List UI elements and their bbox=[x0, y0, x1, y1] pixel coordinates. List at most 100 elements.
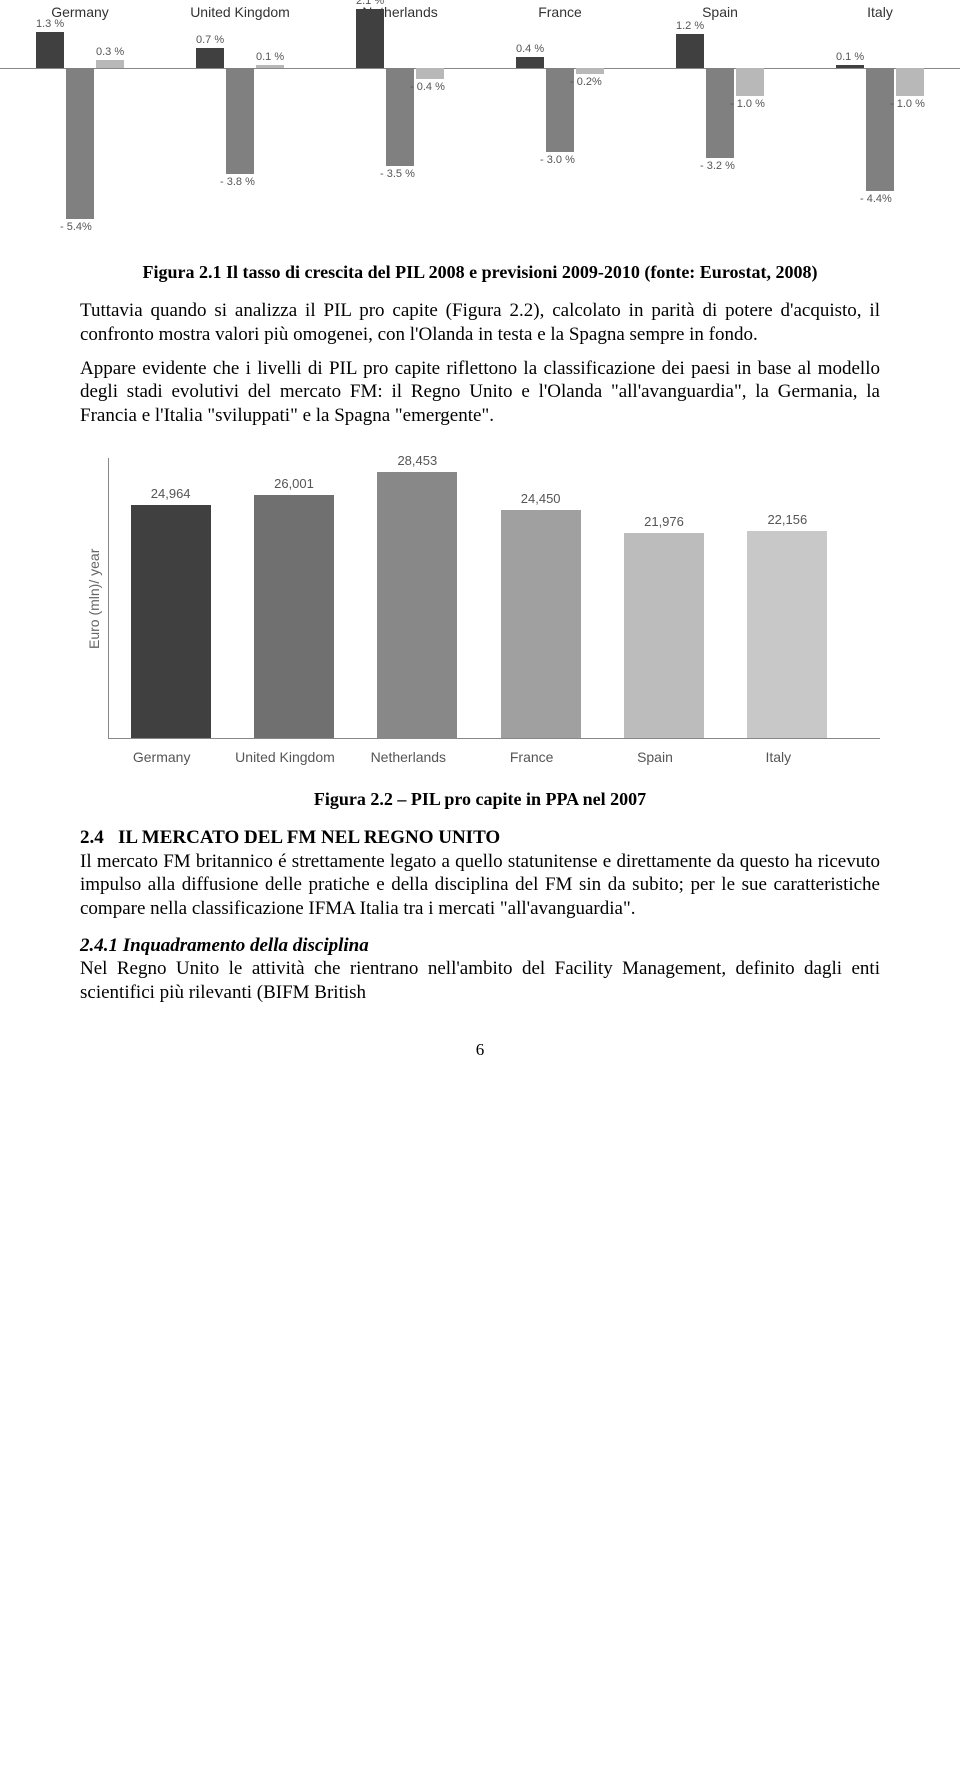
chart1-bar-label: 1.3 % bbox=[36, 18, 64, 30]
chart1-bar bbox=[706, 68, 734, 158]
chart1-bar-label: - 5.4% bbox=[60, 221, 92, 233]
chart1-country-header: Italy bbox=[800, 4, 960, 20]
chart1-bar bbox=[576, 68, 604, 74]
chart1-group: 0.4 %- 3.0 %- 0.2% bbox=[480, 28, 640, 238]
chart1-bar-label: 2.1 % bbox=[356, 0, 384, 7]
chart1-country-header: Spain bbox=[640, 4, 800, 20]
chart1-bar-label: 1.2 % bbox=[676, 20, 704, 32]
chart1-country-header: Germany bbox=[0, 4, 160, 20]
chart1-bar bbox=[96, 60, 124, 68]
chart1-bar-label: 0.7 % bbox=[196, 34, 224, 46]
chart2-bar bbox=[254, 495, 334, 738]
chart1-bar bbox=[866, 68, 894, 191]
chart1-bar bbox=[416, 68, 444, 79]
paragraph-4: Nel Regno Unito le attività che rientran… bbox=[80, 957, 880, 1005]
chart1-bar bbox=[66, 68, 94, 219]
chart1-bar-wrap: - 4.4% bbox=[866, 28, 894, 238]
chart1-bar-wrap: - 1.0 % bbox=[736, 28, 764, 238]
chart1-bar bbox=[836, 65, 864, 68]
chart1-bar bbox=[676, 34, 704, 68]
chart1-bar-wrap: - 3.2 % bbox=[706, 28, 734, 238]
chart1-country-header: France bbox=[480, 4, 640, 20]
chart1-bar-wrap: 0.1 % bbox=[256, 28, 284, 238]
chart1-bar-label: 0.1 % bbox=[256, 51, 284, 63]
chart1-bar-wrap: 0.4 % bbox=[516, 28, 544, 238]
chart1-group: 0.1 %- 4.4%- 1.0 % bbox=[800, 28, 960, 238]
chart1-bar-label: - 4.4% bbox=[860, 193, 892, 205]
chart2-xlabel: Germany bbox=[100, 749, 223, 765]
chart1-bar bbox=[356, 9, 384, 68]
chart2-xlabels: GermanyUnited KingdomNetherlandsFranceSp… bbox=[100, 749, 840, 765]
chart1-bar-label: - 0.2% bbox=[570, 76, 602, 88]
chart1-bar-wrap: 0.1 % bbox=[836, 28, 864, 238]
subsection-title: 2.4.1 Inquadramento della disciplina bbox=[80, 935, 880, 957]
chart1-bar bbox=[736, 68, 764, 96]
chart1-headers: GermanyUnited KingdomNetherlandsFranceSp… bbox=[0, 0, 960, 28]
page-number: 6 bbox=[80, 1040, 880, 1060]
chart1-bar-wrap: - 1.0 % bbox=[896, 28, 924, 238]
chart2-bar bbox=[747, 531, 827, 738]
chart2-value-label: 24,964 bbox=[131, 486, 211, 501]
chart1-bar-wrap: - 0.2% bbox=[576, 28, 604, 238]
figure2-caption: Figura 2.2 – PIL pro capite in PPA nel 2… bbox=[80, 789, 880, 810]
chart1-country-header: Netherlands bbox=[320, 4, 480, 20]
chart1-bar-wrap: - 3.8 % bbox=[226, 28, 254, 238]
chart1-bar-wrap: 1.2 % bbox=[676, 28, 704, 238]
chart2-bar bbox=[501, 510, 581, 738]
chart1-bar bbox=[256, 65, 284, 68]
chart1-group: 2.1 %- 3.5 %- 0.4 % bbox=[320, 28, 480, 238]
chart1-bar-label: - 3.0 % bbox=[540, 154, 575, 166]
chart2-value-label: 24,450 bbox=[501, 491, 581, 506]
chart1-bar bbox=[896, 68, 924, 96]
chart2-xlabel: Italy bbox=[717, 749, 840, 765]
chart1-bar-label: - 1.0 % bbox=[890, 98, 925, 110]
chart2-xlabel: United Kingdom bbox=[223, 749, 346, 765]
chart2-plot: 24,96426,00128,45324,45021,97622,156 bbox=[108, 458, 880, 739]
chart1-bar-wrap: - 3.0 % bbox=[546, 28, 574, 238]
chart2-value-label: 21,976 bbox=[624, 514, 704, 529]
chart2-xlabel: France bbox=[470, 749, 593, 765]
paragraph-1: Tuttavia quando si analizza il PIL pro c… bbox=[80, 299, 880, 347]
chart1-bar bbox=[226, 68, 254, 174]
section-title: IL MERCATO DEL FM NEL REGNO UNITO bbox=[118, 827, 500, 848]
chart2-xlabel: Spain bbox=[593, 749, 716, 765]
chart1-bar-wrap: - 5.4% bbox=[66, 28, 94, 238]
chart1-bar-label: 0.3 % bbox=[96, 46, 124, 58]
chart1-bar-wrap: 0.7 % bbox=[196, 28, 224, 238]
chart1-bar-label: 0.1 % bbox=[836, 51, 864, 63]
chart1-group: 1.2 %- 3.2 %- 1.0 % bbox=[640, 28, 800, 238]
chart2-value-label: 28,453 bbox=[377, 453, 457, 468]
chart2-bar bbox=[377, 472, 457, 738]
chart1-bar bbox=[196, 48, 224, 68]
chart1-plot: 1.3 %- 5.4%0.3 %0.7 %- 3.8 %0.1 %2.1 %- … bbox=[0, 28, 960, 238]
chart1-bar-label: - 3.5 % bbox=[380, 168, 415, 180]
paragraph-3: Il mercato FM britannico é strettamente … bbox=[80, 851, 880, 920]
chart2-value-label: 26,001 bbox=[254, 476, 334, 491]
chart2-bar bbox=[624, 533, 704, 738]
section-number: 2.4 bbox=[80, 827, 104, 848]
section-2-4: 2.4 IL MERCATO DEL FM NEL REGNO UNITO Il… bbox=[80, 826, 880, 921]
chart1-bar-label: - 1.0 % bbox=[730, 98, 765, 110]
figure1-caption: Figura 2.1 Il tasso di crescita del PIL … bbox=[80, 262, 880, 283]
chart1-bar-wrap: - 0.4 % bbox=[416, 28, 444, 238]
chart1-bar bbox=[36, 32, 64, 68]
chart1-bar-wrap: 2.1 % bbox=[356, 28, 384, 238]
chart1-container: GermanyUnited KingdomNetherlandsFranceSp… bbox=[0, 0, 960, 238]
chart2-value-label: 22,156 bbox=[747, 512, 827, 527]
chart1-bar-label: 0.4 % bbox=[516, 43, 544, 55]
chart2-container: Euro (mln)/ year 24,96426,00128,45324,45… bbox=[80, 458, 880, 739]
chart2-xlabel: Netherlands bbox=[347, 749, 470, 765]
chart1-bar-wrap: - 3.5 % bbox=[386, 28, 414, 238]
chart1-group: 1.3 %- 5.4%0.3 % bbox=[0, 28, 160, 238]
chart1-bar-wrap: 1.3 % bbox=[36, 28, 64, 238]
chart1-bar-label: - 3.2 % bbox=[700, 160, 735, 172]
chart2-bar bbox=[131, 505, 211, 738]
chart1-bar-label: - 3.8 % bbox=[220, 176, 255, 188]
chart1-country-header: United Kingdom bbox=[160, 4, 320, 20]
chart1-bar-label: - 0.4 % bbox=[410, 81, 445, 93]
paragraph-2: Appare evidente che i livelli di PIL pro… bbox=[80, 357, 880, 428]
chart1-bar bbox=[516, 57, 544, 68]
chart1-bar-wrap: 0.3 % bbox=[96, 28, 124, 238]
chart1-group: 0.7 %- 3.8 %0.1 % bbox=[160, 28, 320, 238]
chart2-ylabel: Euro (mln)/ year bbox=[80, 458, 108, 739]
